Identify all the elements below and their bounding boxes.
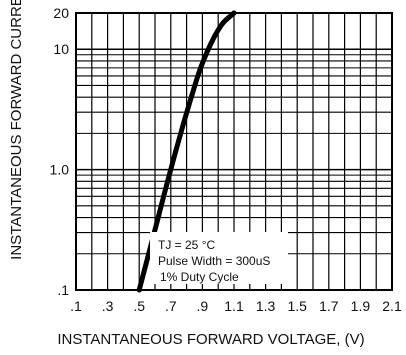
x-tick-labels: .1 .3 .5 .7 .9 1.1 1.3 1.5 1.7 1.9 2.1 <box>70 298 402 314</box>
x-tick-label: 1.1 <box>224 298 244 314</box>
x-tick-label: 1.9 <box>351 298 371 314</box>
data-point <box>180 121 186 127</box>
x-tick-label: .1 <box>70 298 82 314</box>
data-point <box>165 178 171 184</box>
annotation-duty-cycle: 1% Duty Cycle <box>160 270 239 284</box>
y-axis-title: INSTANTANEOUS FORWARD CURRENT <box>8 0 25 260</box>
y-tick-label: 10 <box>53 41 69 57</box>
x-axis-title: INSTANTANEOUS FORWARD VOLTAGE, (V) <box>57 331 364 348</box>
annotation-pulse-width: Pulse Width = 300uS <box>158 254 270 268</box>
y-tick-label: 1.0 <box>50 162 70 178</box>
annotation-tj-main: TJ = 25 °C <box>158 238 215 252</box>
x-tick-label: .7 <box>165 298 177 314</box>
x-tick-label: 2.1 <box>382 298 402 314</box>
data-point <box>146 251 152 257</box>
series-layer <box>136 10 237 293</box>
data-point <box>196 69 202 75</box>
data-point <box>212 33 218 39</box>
x-tick-label: .9 <box>197 298 209 314</box>
annotation-tj: TJ = 25 °C <box>158 238 215 252</box>
x-tick-label: .5 <box>133 298 145 314</box>
plot-frame <box>75 12 393 291</box>
y-tick-label: 20 <box>53 5 69 21</box>
y-tick-label: .1 <box>57 282 69 298</box>
x-tick-label: .3 <box>102 298 114 314</box>
annotation-box <box>150 232 288 284</box>
x-tick-label: 1.7 <box>319 298 339 314</box>
x-tick-label: 1.3 <box>256 298 276 314</box>
data-point <box>204 49 210 55</box>
x-tick-label: 1.5 <box>287 298 307 314</box>
data-point <box>220 20 226 26</box>
y-tick-labels: .1 1.0 10 20 <box>50 5 70 298</box>
data-point <box>173 149 179 155</box>
data-point <box>188 94 194 100</box>
data-point <box>155 215 161 221</box>
